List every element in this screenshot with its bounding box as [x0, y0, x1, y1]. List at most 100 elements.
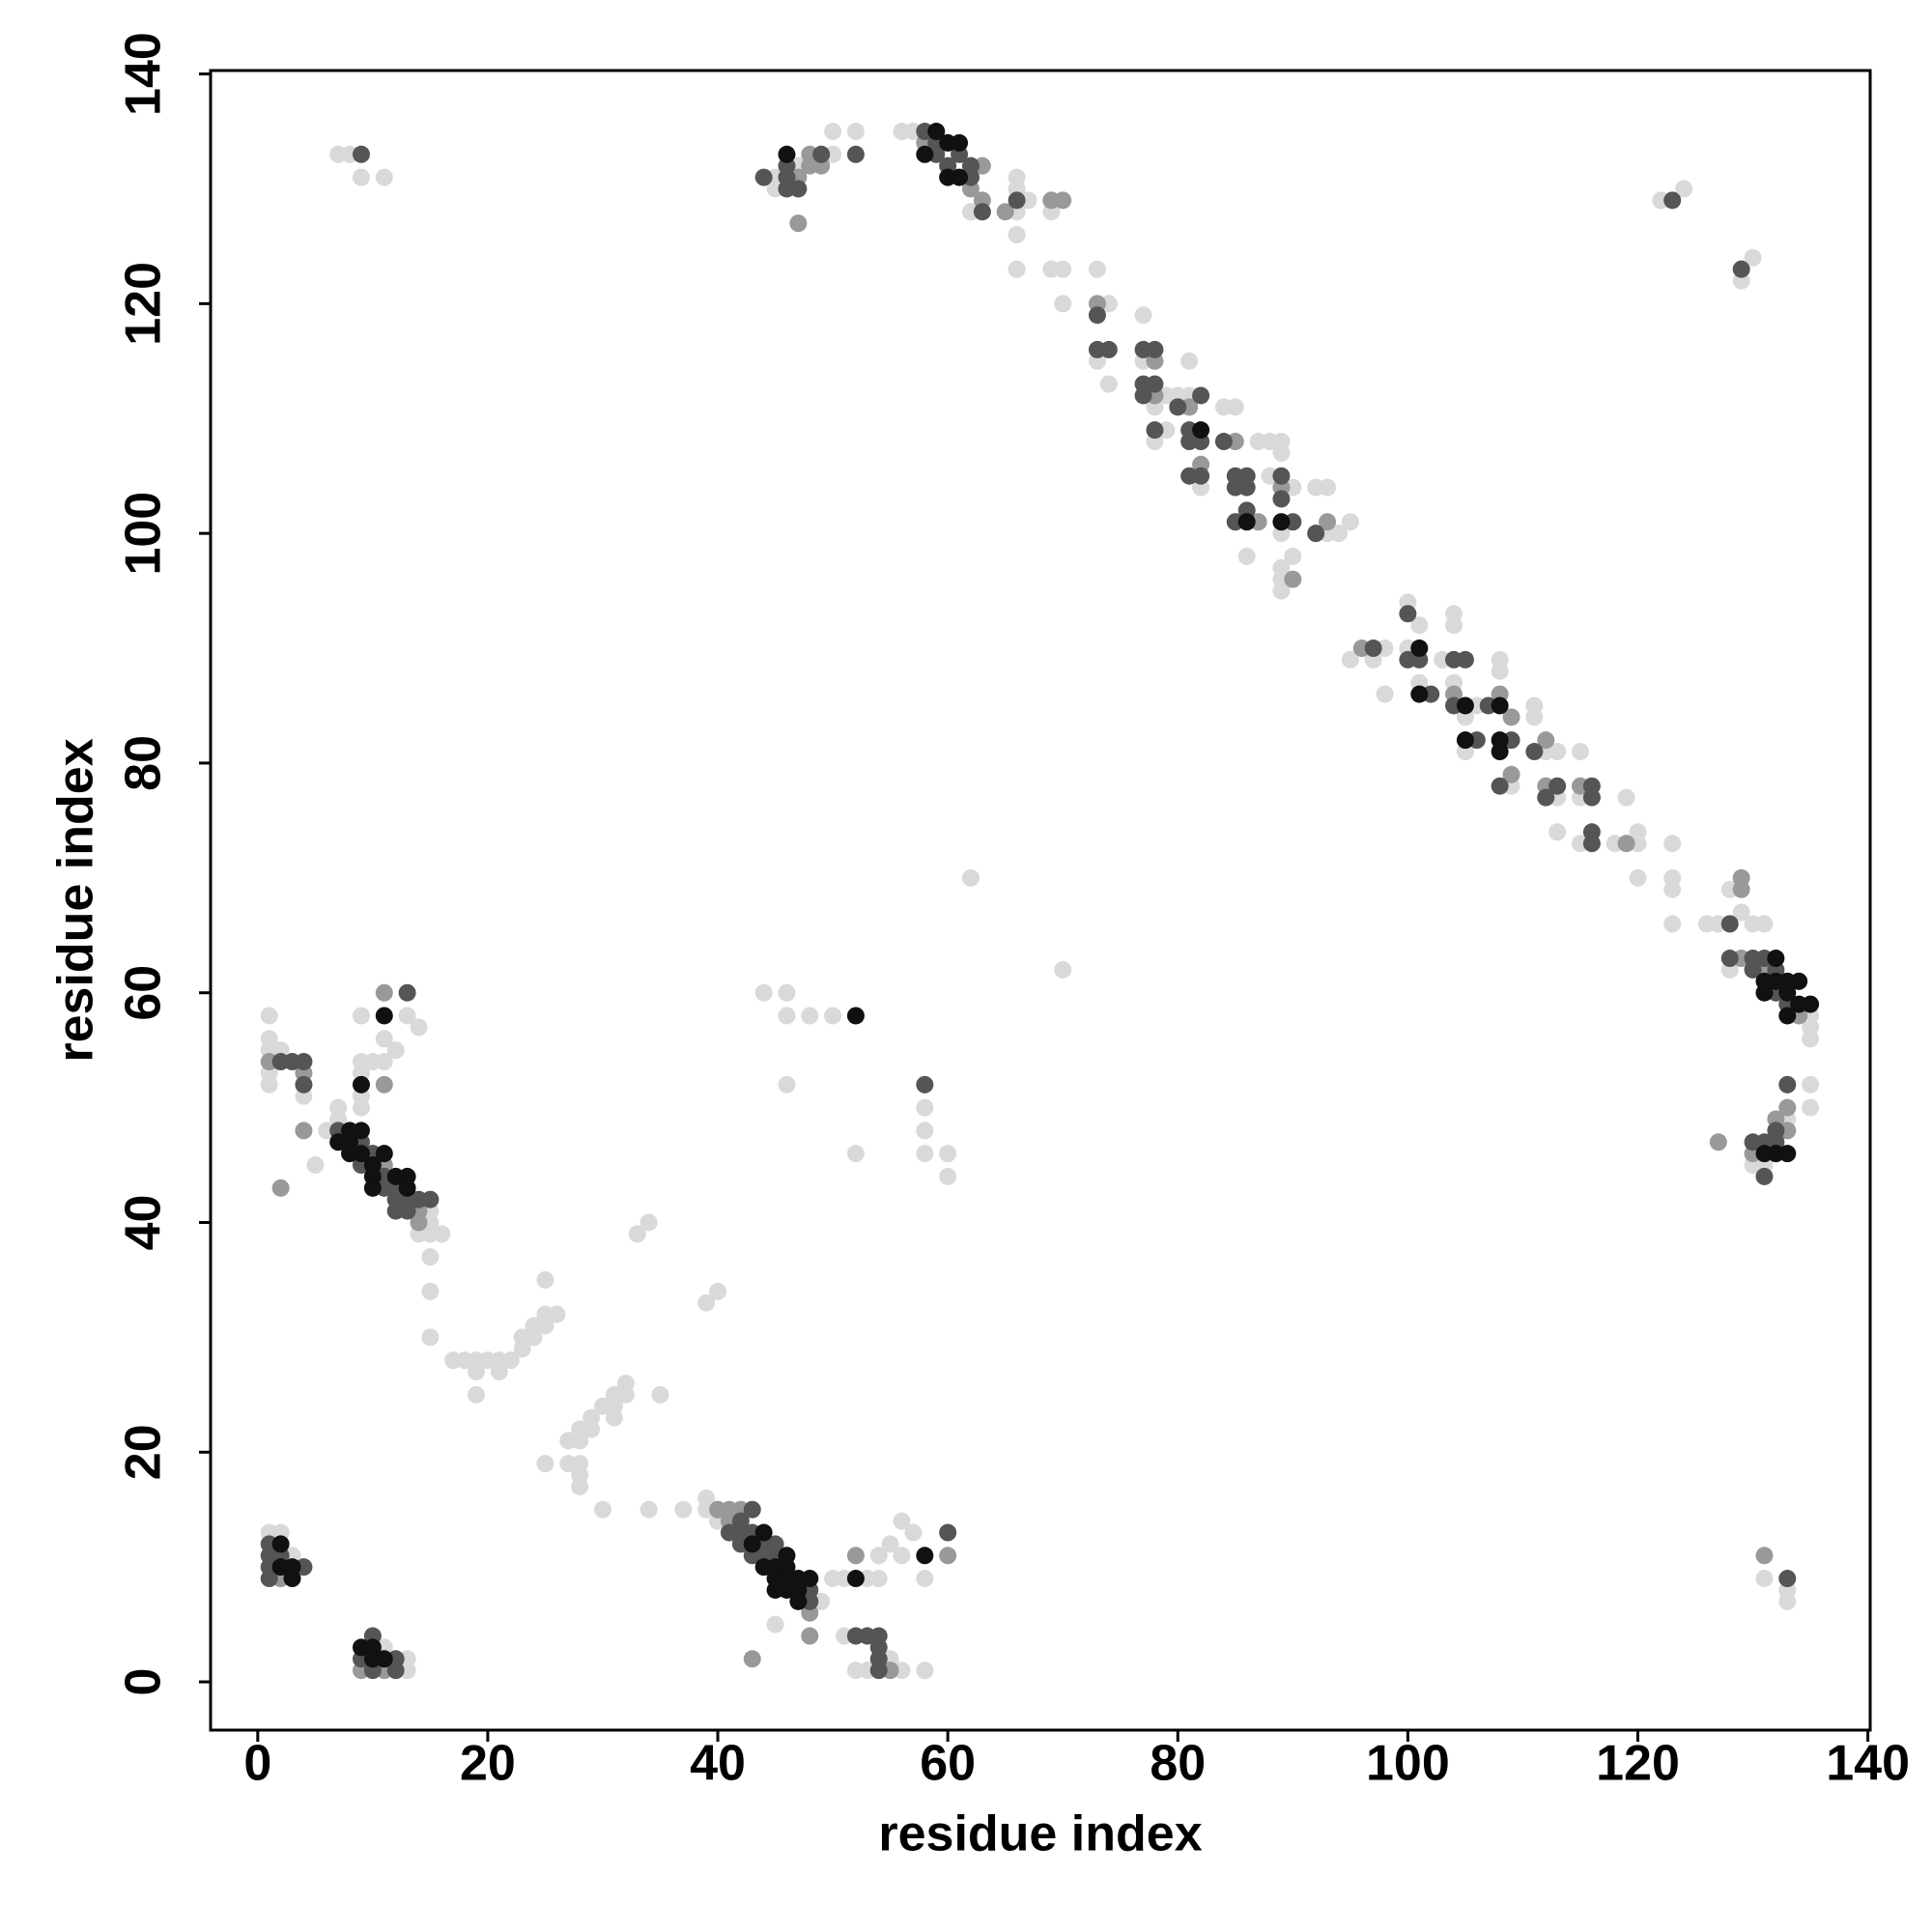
point — [1491, 696, 1509, 715]
point — [1491, 743, 1509, 761]
point — [1272, 513, 1291, 531]
point — [1732, 903, 1750, 922]
x-tick-label: 0 — [243, 1736, 271, 1792]
point — [766, 1615, 784, 1634]
point — [1525, 743, 1544, 761]
point — [1146, 340, 1164, 358]
point — [1272, 443, 1291, 462]
point — [306, 1156, 325, 1175]
point — [812, 145, 831, 163]
point — [1008, 226, 1026, 244]
point — [1663, 880, 1682, 898]
point — [628, 1225, 646, 1243]
point — [1720, 915, 1739, 933]
point — [468, 1385, 486, 1404]
point — [778, 1075, 796, 1094]
x-tick-label: 60 — [920, 1736, 976, 1792]
point — [927, 123, 946, 141]
point — [1099, 340, 1118, 358]
point — [295, 1053, 313, 1071]
point — [778, 983, 796, 1002]
point — [1663, 835, 1682, 853]
point — [271, 1179, 290, 1197]
point — [893, 1547, 911, 1565]
x-tick-label: 120 — [1596, 1736, 1680, 1792]
point — [1146, 421, 1164, 440]
point — [939, 1547, 957, 1565]
point — [939, 1167, 957, 1185]
point — [916, 145, 934, 163]
point — [536, 1270, 554, 1289]
point — [939, 1145, 957, 1163]
point — [1272, 490, 1291, 508]
point — [352, 1098, 370, 1117]
point — [1088, 260, 1106, 278]
point — [352, 1075, 370, 1094]
point — [846, 145, 865, 163]
point — [1341, 513, 1359, 531]
point — [386, 1662, 405, 1680]
point — [1537, 788, 1555, 807]
point — [961, 868, 980, 887]
point — [593, 1500, 611, 1519]
point — [1008, 260, 1026, 278]
x-tick-label: 20 — [460, 1736, 516, 1792]
point — [1802, 1098, 1820, 1117]
point — [1410, 685, 1429, 703]
point — [375, 168, 393, 186]
point — [1008, 191, 1026, 210]
point — [1307, 525, 1325, 543]
point — [1802, 995, 1820, 1013]
point — [375, 983, 393, 1002]
point — [801, 1007, 819, 1025]
point — [824, 123, 842, 141]
point — [916, 1547, 934, 1565]
point — [1744, 960, 1762, 979]
point — [846, 1145, 865, 1163]
point — [996, 203, 1014, 221]
point — [352, 168, 370, 186]
point — [1214, 433, 1233, 451]
point — [916, 1098, 934, 1117]
point — [1319, 478, 1337, 497]
point — [1364, 639, 1382, 658]
point — [1525, 708, 1544, 726]
point — [571, 1432, 589, 1450]
point — [754, 1523, 773, 1542]
point — [1054, 191, 1072, 210]
point — [375, 1075, 393, 1094]
point — [1237, 478, 1256, 497]
point — [904, 1523, 923, 1542]
point — [801, 1570, 819, 1588]
point — [1502, 765, 1520, 783]
point — [398, 1007, 416, 1025]
point — [468, 1363, 486, 1381]
point — [421, 1190, 440, 1208]
point — [363, 1179, 382, 1197]
point — [973, 203, 991, 221]
plot-marks — [260, 123, 1820, 1680]
point — [754, 168, 773, 186]
point — [869, 1570, 888, 1588]
point — [869, 1547, 888, 1565]
point — [398, 983, 416, 1002]
point — [1192, 386, 1210, 405]
point — [674, 1500, 693, 1519]
point — [846, 1547, 865, 1565]
point — [571, 1477, 589, 1495]
point — [1778, 1007, 1797, 1025]
point — [1410, 639, 1429, 658]
y-tick-label: 40 — [116, 1195, 172, 1251]
point — [1284, 547, 1302, 565]
point — [1778, 1098, 1797, 1117]
point — [1571, 743, 1589, 761]
point — [271, 1535, 290, 1553]
point — [1054, 260, 1072, 278]
point — [639, 1500, 658, 1519]
point — [1502, 708, 1520, 726]
point — [1376, 685, 1394, 703]
point — [1237, 547, 1256, 565]
y-tick-label: 20 — [116, 1424, 172, 1480]
point — [375, 1007, 393, 1025]
